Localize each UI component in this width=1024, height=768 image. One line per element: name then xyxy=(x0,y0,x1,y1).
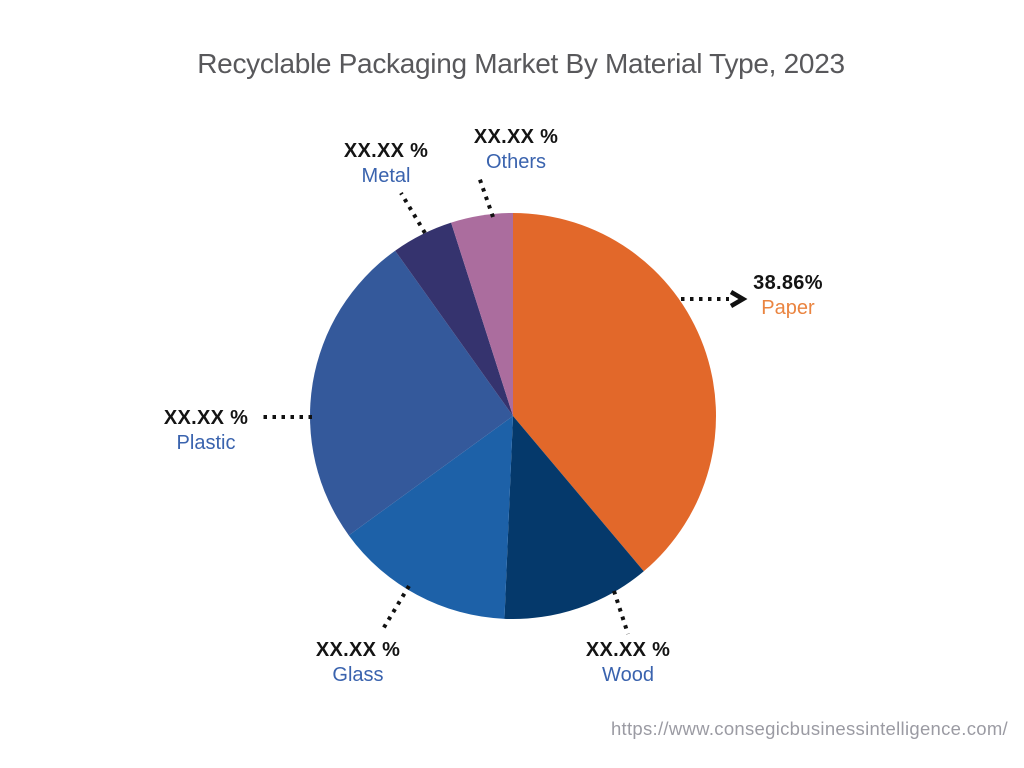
pie-slice-plastic[interactable] xyxy=(310,250,513,536)
slice-label-plastic: XX.XX % Plastic xyxy=(164,406,248,456)
source-url-link[interactable]: https://www.consegicbusinessintelligence… xyxy=(610,718,1008,739)
slice-name-others: Others xyxy=(485,151,547,173)
slice-value-paper: 38.86% xyxy=(753,272,823,294)
slice-value-others: XX.XX % xyxy=(473,126,559,148)
leader-line-metal xyxy=(399,191,427,235)
slice-label-metal: XX.XX % Metal xyxy=(344,139,428,189)
slice-value-plastic: XX.XX % xyxy=(163,407,249,429)
leader-line-glass xyxy=(381,584,411,631)
pie-slice-others[interactable] xyxy=(451,213,513,416)
slice-label-others: XX.XX % Others xyxy=(474,125,558,175)
slice-name-plastic: Plastic xyxy=(176,432,236,454)
leader-line-wood xyxy=(612,590,630,635)
slice-label-glass: XX.XX % Glass xyxy=(316,638,400,688)
slice-name-metal: Metal xyxy=(361,165,411,187)
pie-slice-wood[interactable] xyxy=(504,416,644,619)
slice-value-metal: XX.XX % xyxy=(343,140,429,162)
chart-title: Recyclable Packaging Market By Material … xyxy=(197,48,845,79)
slice-value-glass: XX.XX % xyxy=(315,639,401,661)
slice-name-glass: Glass xyxy=(332,664,384,686)
slice-value-wood: XX.XX % xyxy=(585,639,671,661)
slice-name-wood: Wood xyxy=(602,664,654,686)
slice-name-paper: Paper xyxy=(761,297,815,319)
pie-slice-metal[interactable] xyxy=(395,222,513,416)
slice-label-paper: 38.86% Paper xyxy=(753,271,823,321)
slice-label-wood: XX.XX % Wood xyxy=(586,638,670,688)
arrowhead-icon xyxy=(729,290,748,308)
pie-slice-paper[interactable] xyxy=(513,213,717,572)
leader-line-others xyxy=(477,176,495,218)
pie-slice-glass[interactable] xyxy=(348,416,513,619)
